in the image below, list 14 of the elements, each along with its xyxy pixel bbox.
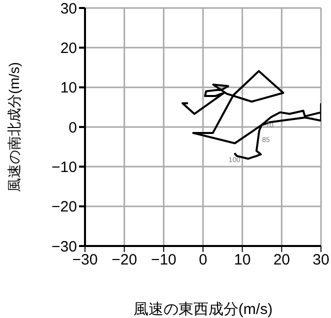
x-tick-label: 30 [312,252,330,269]
x-tick-label: −10 [150,252,176,269]
x-tick-label: 10 [234,252,251,269]
y-axis-title: 風速の南北成分(m/s) [6,62,22,192]
x-tick-label: 20 [273,252,290,269]
y-tick-label: 30 [60,0,77,18]
x-axis-title: 風速の東西成分(m/s) [133,301,273,318]
x-tick-label: −20 [112,252,138,269]
y-tick-label: −10 [52,158,77,176]
y-tick-label: 20 [60,40,77,57]
y-tick-label: −20 [52,198,77,216]
y-tick-label: 10 [60,80,77,97]
y-tick-label: 0 [68,119,77,136]
x-tick-label: 0 [198,252,208,269]
